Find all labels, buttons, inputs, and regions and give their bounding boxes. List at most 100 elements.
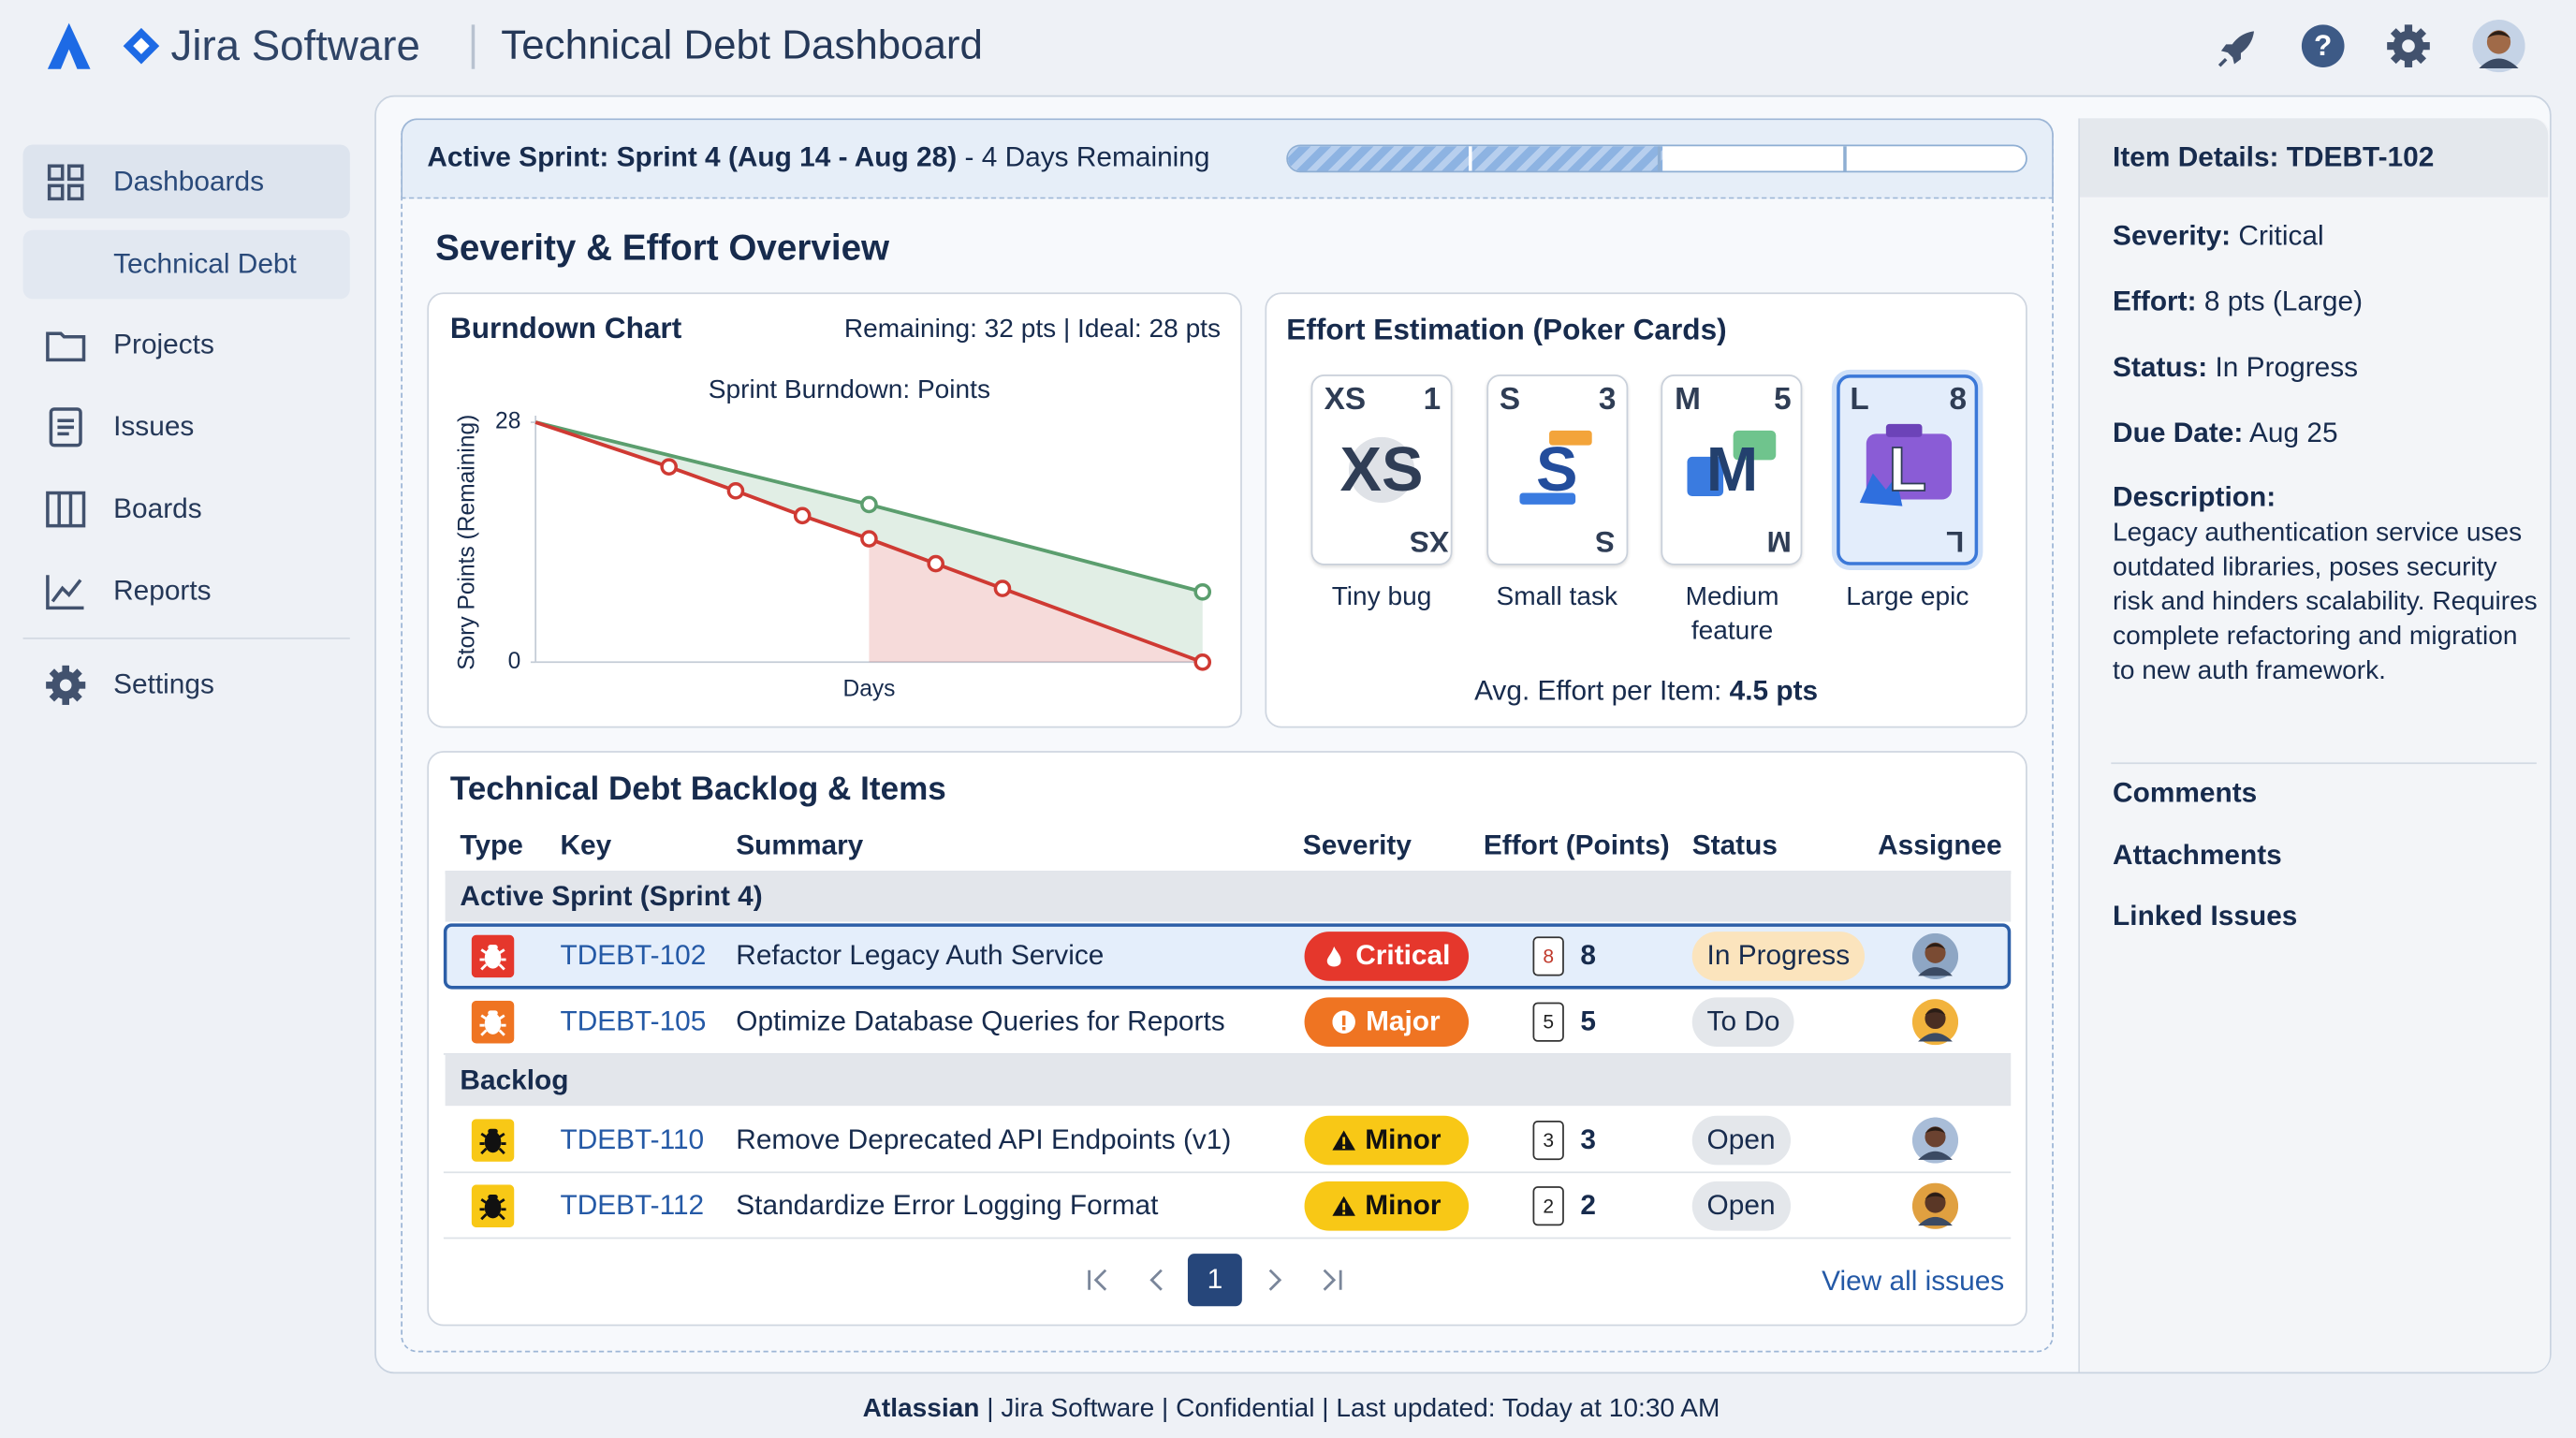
nav-item[interactable]: Projects xyxy=(113,329,214,360)
issue-key[interactable]: TDEBT-105 xyxy=(560,1005,707,1037)
pagination-button[interactable] xyxy=(1319,1267,1345,1293)
nav-icon[interactable] xyxy=(44,664,87,707)
avatar xyxy=(1911,999,1959,1046)
nav-item[interactable]: Technical Debt xyxy=(113,248,297,280)
avatar[interactable] xyxy=(2472,20,2525,73)
group-name: Backlog xyxy=(460,1064,569,1096)
detail-value: Aug 25 xyxy=(2249,417,2338,449)
nav-item[interactable]: Reports xyxy=(113,575,212,607)
detail-label: Severity: xyxy=(2113,220,2232,252)
effort-card-number: 8 xyxy=(1543,945,1555,968)
detail-spacer xyxy=(2231,220,2238,251)
type-icon-graphic xyxy=(471,1119,515,1162)
pagination-button[interactable] xyxy=(1262,1267,1288,1293)
type-icon-graphic xyxy=(471,1000,515,1044)
status-pill: In Progress xyxy=(1691,932,1865,981)
detail-field: Severity: Critical xyxy=(2113,220,2324,253)
card-points: 8 xyxy=(1949,382,1968,418)
column-header: Key xyxy=(560,829,612,861)
sprint-remaining: - 4 Days Remaining xyxy=(964,140,1210,173)
detail-field: Status: In Progress xyxy=(2113,352,2358,385)
settings-button-graphic xyxy=(2387,24,2430,67)
avatar xyxy=(1911,1182,1959,1229)
detail-label: Due Date: xyxy=(2113,417,2244,449)
data-point xyxy=(726,481,745,500)
nav-item[interactable]: Settings xyxy=(113,668,214,700)
card-size-inverted: M xyxy=(1767,524,1793,558)
nav-highlight[interactable] xyxy=(22,144,350,219)
svg-text:?: ? xyxy=(2314,28,2332,62)
card-size-inverted: XS xyxy=(1409,524,1450,558)
rocket-button[interactable] xyxy=(2215,24,2261,70)
detail-link[interactable]: Comments xyxy=(2113,777,2258,809)
burndown-card xyxy=(427,292,1242,728)
nav-icon[interactable] xyxy=(44,324,87,367)
nav-icon[interactable] xyxy=(44,161,87,204)
type-icon xyxy=(471,1000,515,1044)
nav-icon-graphic xyxy=(47,164,84,201)
nav-item[interactable]: Boards xyxy=(113,492,202,524)
view-all-link[interactable]: View all issues xyxy=(1822,1265,2005,1297)
nav-highlight[interactable] xyxy=(22,229,350,300)
nav-item[interactable]: Dashboards xyxy=(113,166,264,198)
avatar-graphic xyxy=(2472,20,2525,73)
issue-key[interactable]: TDEBT-112 xyxy=(560,1189,705,1222)
issue-key[interactable]: TDEBT-102 xyxy=(560,939,707,972)
effort-value: 3 xyxy=(1580,1123,1597,1155)
nav-icon[interactable] xyxy=(44,488,87,531)
card-points: 3 xyxy=(1598,382,1617,418)
data-point xyxy=(993,580,1012,597)
help-button[interactable]: ? xyxy=(2300,23,2346,69)
average-value: 4.5 pts xyxy=(1729,675,1819,707)
status-text: To Do xyxy=(1706,1005,1780,1037)
nav-icon-graphic xyxy=(49,407,82,448)
average-effort: Avg. Effort per Item: 4.5 pts xyxy=(1474,675,1818,708)
severity-glyph xyxy=(1332,1130,1355,1151)
avatar-graphic xyxy=(1911,1182,1959,1229)
detail-link[interactable]: Attachments xyxy=(2113,838,2282,871)
card-label: Large epic xyxy=(1846,583,1969,611)
card-art xyxy=(1486,374,1628,565)
table-row[interactable] xyxy=(443,1173,2012,1240)
status-text: Open xyxy=(1706,1123,1776,1155)
type-icon xyxy=(471,1184,515,1228)
poker-card[interactable] xyxy=(1486,374,1628,565)
x-axis-label: Days xyxy=(842,677,895,702)
settings-button[interactable] xyxy=(2385,23,2431,69)
details-panel xyxy=(2078,118,2550,1372)
severity-icon xyxy=(1332,1010,1356,1034)
nav-icon[interactable] xyxy=(44,406,87,449)
severity-glyph xyxy=(1327,946,1341,967)
card-size: M xyxy=(1675,382,1701,418)
table-row[interactable] xyxy=(443,1108,2012,1174)
detail-link[interactable]: Linked Issues xyxy=(2113,900,2298,932)
card-points: 5 xyxy=(1774,382,1792,418)
nav-item[interactable]: Issues xyxy=(113,410,195,443)
current-page[interactable]: 1 xyxy=(1187,1254,1242,1307)
effort-value: 8 xyxy=(1580,939,1597,972)
footer-spacer xyxy=(979,1395,987,1423)
card-art-graphic xyxy=(1348,436,1415,504)
card-art xyxy=(1837,374,1978,565)
progress-fill xyxy=(1287,146,1663,171)
poker-card[interactable] xyxy=(1661,374,1804,565)
issue-key[interactable]: TDEBT-110 xyxy=(560,1123,705,1155)
chart-annotation: Remaining: 32 pts | Ideal: 28 pts xyxy=(844,314,1221,343)
nav-icon[interactable] xyxy=(44,570,87,613)
avatar-graphic xyxy=(1911,999,1959,1046)
data-point xyxy=(660,458,678,476)
severity-text: Critical xyxy=(1355,939,1451,972)
card-big-size: S xyxy=(1536,435,1578,506)
data-point xyxy=(1193,653,1212,671)
card-label: Tiny bug xyxy=(1331,583,1432,611)
detail-value: In Progress xyxy=(2215,351,2359,383)
avatar-graphic xyxy=(1911,932,1959,980)
poker-card[interactable] xyxy=(1837,374,1979,565)
pagination-button[interactable] xyxy=(1084,1267,1110,1293)
effort-card-icon: 2 xyxy=(1532,1186,1564,1226)
pagination-button[interactable] xyxy=(1144,1267,1170,1293)
issue-summary: Remove Deprecated API Endpoints (v1) xyxy=(736,1123,1232,1155)
card-art-graphic xyxy=(1518,430,1592,505)
table-row[interactable] xyxy=(443,990,2012,1055)
